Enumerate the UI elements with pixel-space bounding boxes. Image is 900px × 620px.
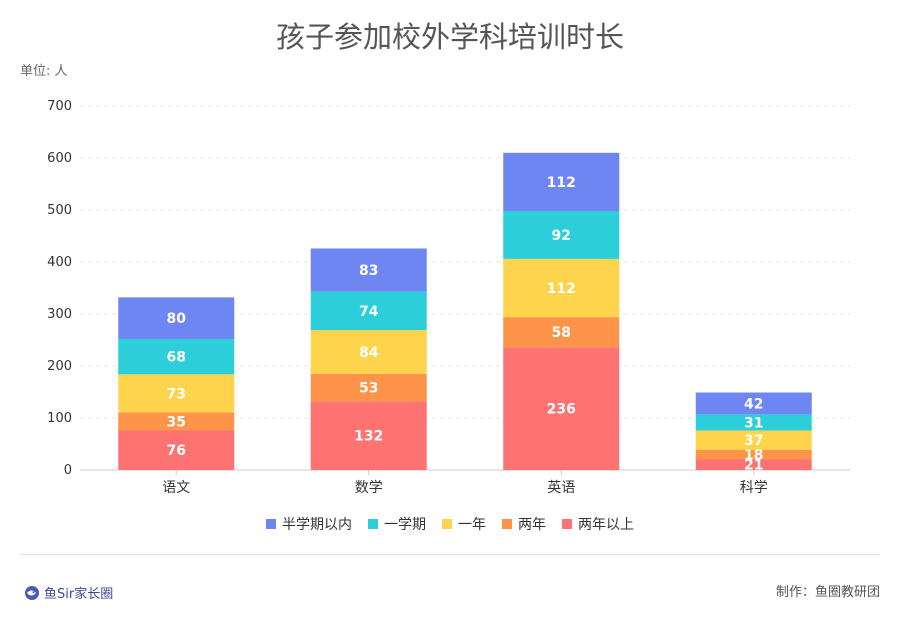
y-tick-label: 100 (47, 411, 72, 426)
x-tick-label: 英语 (547, 479, 575, 496)
y-axis-unit-label: 单位: 人 (20, 64, 68, 79)
data-label: 73 (167, 386, 186, 402)
bar-segment (503, 211, 620, 259)
data-label: 53 (359, 381, 378, 397)
x-tick-label: 数学 (355, 480, 383, 496)
stacked-bar-chart: 0 100 200 300 400 500 600 700 76 35 73 68 80 语文 132 53 8… (47, 99, 850, 496)
legend-swatch (266, 519, 276, 529)
data-label: 18 (744, 447, 763, 463)
bar-segment (310, 373, 427, 402)
legend-label: 半学期以内 (282, 517, 352, 533)
fish-logo-icon (25, 585, 39, 600)
y-tick-label: 0 (64, 463, 72, 478)
chart-legend: 半学期以内 一学期 一年 两年 两年以上 (0, 514, 900, 534)
y-tick-label: 500 (47, 203, 72, 218)
bar-segment (118, 338, 235, 375)
bar-segment (118, 374, 235, 413)
bar-segment (695, 414, 812, 431)
bar-segment (503, 258, 620, 318)
data-label: 83 (359, 263, 378, 279)
data-label: 132 (354, 429, 383, 445)
data-label: 76 (167, 443, 186, 459)
bar-segment (695, 459, 812, 470)
legend-swatch (562, 519, 572, 529)
data-label: 236 (547, 402, 576, 418)
legend-label: 两年 (518, 517, 546, 533)
bar-segment (310, 248, 427, 292)
y-tick-label: 600 (47, 151, 72, 166)
legend-swatch (502, 519, 512, 529)
bar-segment (310, 401, 427, 470)
y-tick-label: 700 (47, 99, 72, 114)
legend-item[interactable]: 一学期 (368, 514, 426, 534)
legend-label: 两年以上 (578, 517, 634, 533)
bar-segment (695, 392, 812, 415)
y-tick-label: 300 (47, 307, 72, 322)
footer-divider (20, 554, 880, 555)
bar-segment (118, 412, 235, 431)
x-tick-label: 科学 (740, 480, 768, 496)
legend-label: 一年 (458, 517, 486, 533)
bar-segment (503, 347, 620, 470)
data-label: 35 (167, 414, 186, 430)
x-tick-label: 语文 (162, 480, 190, 496)
brand: 鱼Sir家长圈 (24, 583, 113, 602)
legend-item[interactable]: 两年以上 (562, 514, 634, 534)
y-tick-label: 200 (47, 359, 72, 374)
data-label: 58 (552, 325, 571, 341)
legend-item[interactable]: 一年 (442, 514, 486, 534)
data-label: 92 (552, 228, 571, 244)
data-label: 68 (167, 350, 186, 366)
legend-label: 一学期 (384, 517, 426, 533)
credit-text: 制作：鱼圈教研团 (775, 585, 880, 600)
data-label: 31 (744, 415, 763, 431)
y-tick-label: 400 (47, 255, 72, 270)
data-label: 112 (547, 281, 576, 297)
data-label: 37 (744, 433, 763, 449)
legend-item[interactable]: 半学期以内 (266, 514, 352, 534)
legend-item[interactable]: 两年 (502, 514, 546, 534)
bar-segment (118, 430, 235, 470)
legend-swatch (442, 519, 452, 529)
data-label: 80 (167, 311, 187, 327)
legend-swatch (368, 519, 378, 529)
bar-segment (310, 330, 427, 374)
bar-segment (503, 152, 620, 212)
data-label: 74 (359, 304, 379, 320)
data-label: 84 (359, 345, 379, 361)
data-label: 112 (547, 175, 576, 191)
chart-title: 孩子参加校外学科培训时长 (275, 20, 624, 54)
brand-name: 鱼Sir家长圈 (44, 587, 114, 602)
bar-segment (695, 430, 812, 450)
bar-segment (695, 449, 812, 460)
bar-segment (118, 297, 235, 339)
bar-segment (503, 317, 620, 348)
data-label: 42 (744, 396, 763, 412)
data-label: 21 (744, 458, 763, 474)
bar-segment (310, 291, 427, 331)
